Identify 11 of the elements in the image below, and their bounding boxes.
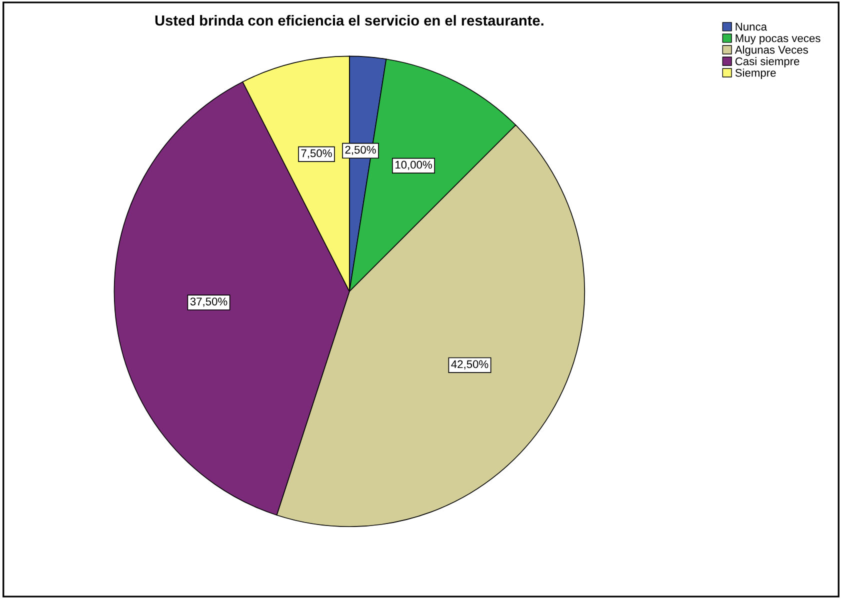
data-label: 2,50% — [345, 146, 376, 156]
legend-label: Nunca — [736, 22, 767, 31]
data-label: 7,50% — [301, 149, 332, 158]
legend-label: Algunas Veces — [734, 46, 808, 56]
data-label: 37,50% — [190, 298, 228, 307]
data-label: 10,00% — [396, 160, 432, 170]
legend-label: Muy pocas veces — [736, 34, 820, 44]
legend-label: Casi siempre — [735, 57, 800, 68]
data-label: 42,50% — [451, 360, 488, 370]
legend-label: Siempre — [735, 68, 776, 79]
chart-title: Usted brinda con eficiencia el servicio en el restaurante. — [155, 14, 544, 26]
